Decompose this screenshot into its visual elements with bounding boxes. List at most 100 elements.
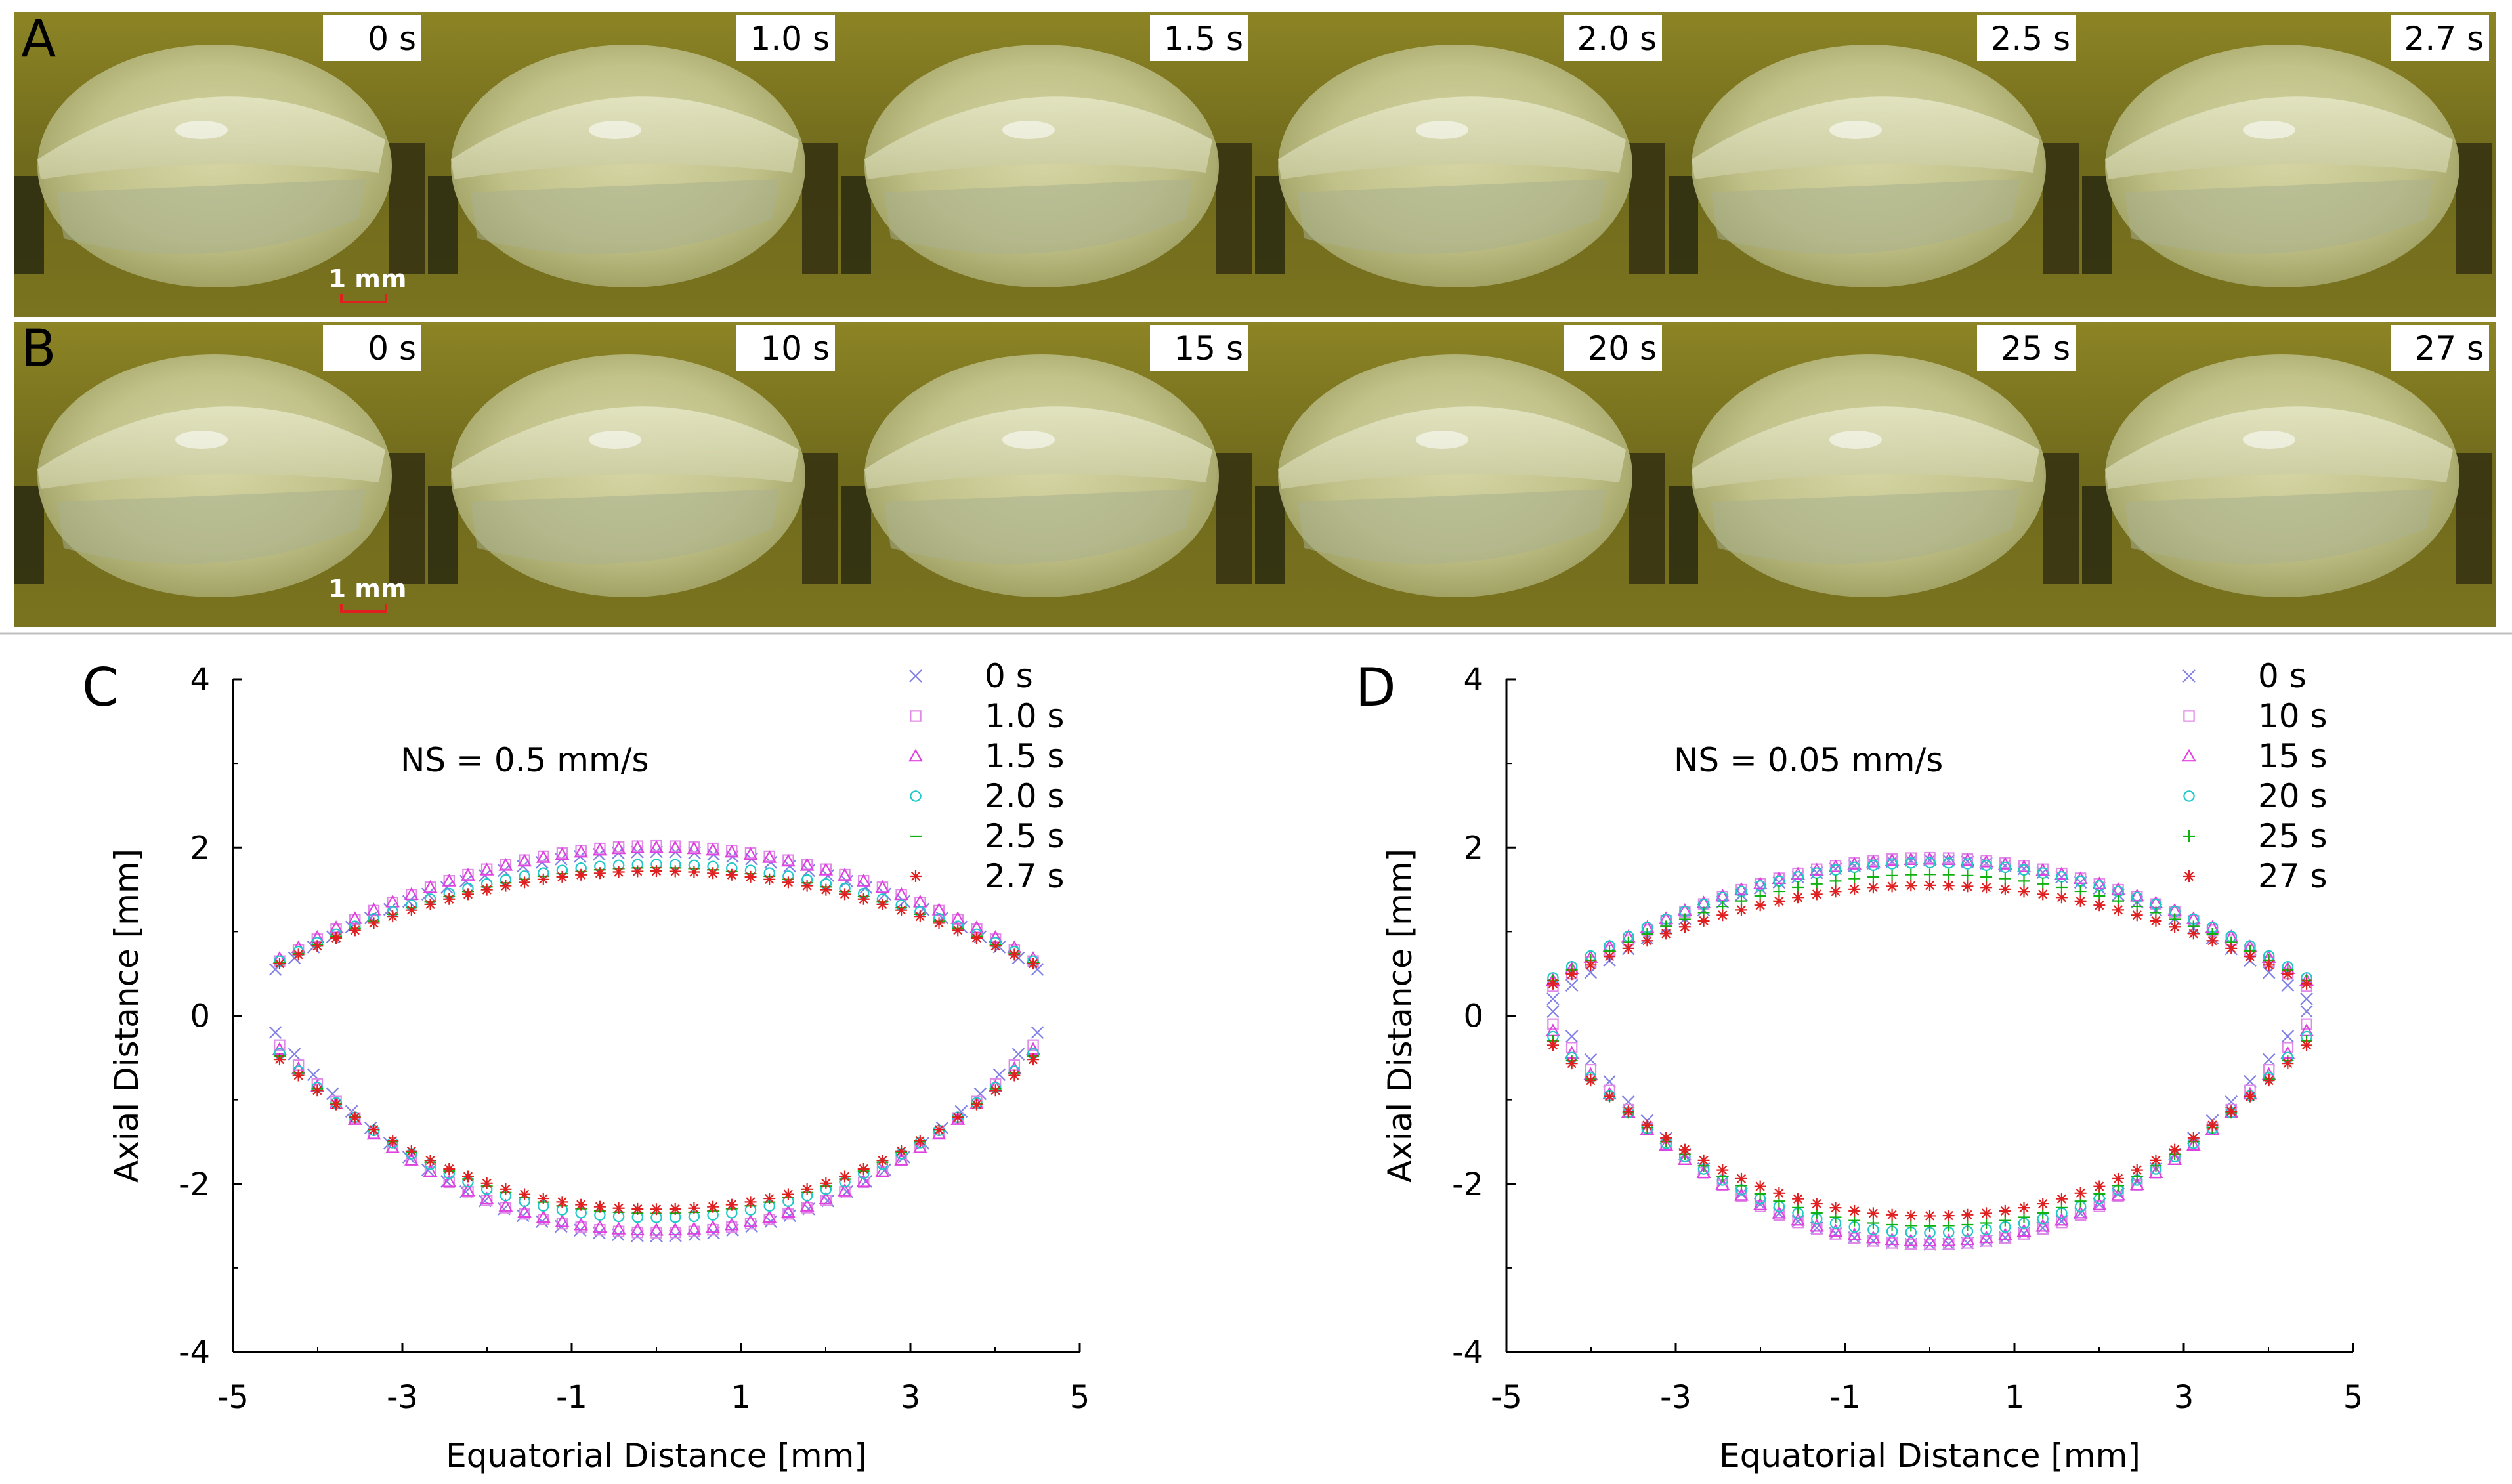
data-point bbox=[1622, 942, 1634, 954]
data-point bbox=[1848, 883, 1861, 895]
data-point bbox=[1754, 1200, 1766, 1212]
data-point bbox=[1697, 914, 1710, 927]
time-label-text: 1.0 s bbox=[750, 20, 830, 58]
data-point bbox=[1753, 1197, 1768, 1210]
data-point bbox=[424, 1155, 436, 1167]
data-point bbox=[706, 1219, 720, 1233]
clamp-shadow bbox=[14, 176, 44, 274]
data-point bbox=[744, 870, 757, 883]
series-1-5-s bbox=[272, 839, 1040, 1236]
data-point bbox=[612, 1202, 625, 1214]
data-point bbox=[593, 842, 607, 856]
lens-posterior bbox=[1298, 489, 1606, 564]
data-point bbox=[1905, 880, 1917, 892]
data-point bbox=[1961, 858, 1974, 870]
data-point bbox=[820, 1194, 832, 1206]
data-point bbox=[1961, 869, 1974, 881]
x-tick-label: -3 bbox=[387, 1379, 418, 1416]
data-point bbox=[687, 1221, 702, 1235]
data-point bbox=[650, 1203, 662, 1216]
data-point bbox=[2301, 1039, 2313, 1051]
x-tick-label: -3 bbox=[1660, 1379, 1692, 1416]
time-label-text: 2.7 s bbox=[2404, 20, 2484, 58]
specular-highlight bbox=[1829, 121, 1882, 139]
data-point bbox=[440, 881, 454, 894]
legend-label: 2.7 s bbox=[985, 857, 1064, 895]
data-point bbox=[1980, 1234, 1993, 1248]
data-point bbox=[1866, 1230, 1881, 1244]
data-point bbox=[368, 1124, 380, 1136]
data-point bbox=[2263, 959, 2275, 971]
data-point bbox=[2055, 1193, 2068, 1205]
data-point bbox=[762, 850, 777, 863]
data-point bbox=[820, 883, 832, 896]
time-label: 2.7 s bbox=[2391, 15, 2489, 61]
data-point bbox=[2225, 942, 2238, 954]
data-point bbox=[970, 1098, 983, 1111]
data-point bbox=[459, 874, 473, 888]
data-point bbox=[2093, 899, 2106, 912]
data-point bbox=[2300, 992, 2313, 1006]
data-point bbox=[1773, 1187, 1785, 1199]
data-point bbox=[839, 1170, 851, 1183]
data-point bbox=[669, 865, 681, 878]
data-point bbox=[480, 1194, 493, 1206]
time-label-box bbox=[1150, 15, 1248, 61]
data-point bbox=[1980, 859, 1992, 872]
data-point bbox=[1547, 1018, 1559, 1030]
time-label: 1.0 s bbox=[736, 15, 835, 61]
data-point bbox=[1792, 1193, 1804, 1205]
data-point bbox=[1905, 857, 1917, 869]
data-point bbox=[292, 1069, 305, 1082]
lens-posterior bbox=[2125, 179, 2433, 254]
data-point bbox=[1941, 1233, 1956, 1246]
data-point bbox=[1031, 1026, 1044, 1039]
data-point bbox=[631, 865, 644, 878]
data-point bbox=[2262, 1053, 2276, 1067]
data-point bbox=[1886, 869, 1898, 881]
data-point bbox=[2037, 1198, 2049, 1210]
data-point bbox=[1735, 904, 1747, 916]
data-point bbox=[1924, 868, 1936, 881]
data-point bbox=[2131, 1164, 2143, 1176]
data-point bbox=[799, 858, 815, 871]
series-20-s bbox=[1547, 857, 2312, 1239]
data-point bbox=[368, 904, 380, 917]
legend-marker bbox=[910, 870, 922, 882]
data-point bbox=[500, 880, 512, 892]
data-point bbox=[707, 867, 719, 880]
data-point bbox=[1905, 868, 1917, 881]
time-label-text: 2.5 s bbox=[1991, 20, 2070, 58]
data-point bbox=[2093, 1200, 2106, 1212]
data-point bbox=[498, 858, 513, 871]
data-point bbox=[347, 911, 362, 924]
data-point bbox=[1980, 1207, 1993, 1219]
scatter-chart-c: C -4 -2 0 2 4 -5 -3 -1 1 3 5 Equatorial Distance [mm… bbox=[82, 657, 1090, 1475]
specular-highlight bbox=[1829, 431, 1882, 449]
x-tick-label: 1 bbox=[2005, 1379, 2025, 1416]
data-point bbox=[1848, 872, 1861, 885]
data-point bbox=[1980, 1217, 1993, 1229]
data-point bbox=[1754, 1180, 1766, 1193]
data-point bbox=[1961, 1236, 1974, 1250]
data-point bbox=[2073, 1205, 2088, 1219]
data-point bbox=[1660, 927, 1672, 940]
data-point bbox=[933, 904, 945, 917]
data-point bbox=[330, 931, 343, 944]
data-point bbox=[536, 1210, 551, 1223]
clamp-shadow bbox=[1255, 486, 1285, 584]
data-point bbox=[933, 917, 945, 929]
data-point bbox=[989, 1084, 1002, 1097]
data-point bbox=[2300, 1005, 2313, 1018]
chart-area: C -4 -2 0 2 4 -5 -3 -1 1 3 5 Equatorial Distance [mm… bbox=[82, 657, 2363, 1475]
data-point bbox=[287, 1048, 301, 1061]
data-point bbox=[1886, 1208, 1898, 1221]
clamp-shadow bbox=[841, 486, 871, 584]
data-point bbox=[1999, 883, 2011, 895]
data-point bbox=[1924, 857, 1936, 869]
data-point bbox=[781, 1204, 796, 1218]
legend-marker bbox=[2182, 669, 2196, 683]
data-point bbox=[1848, 1204, 1861, 1217]
photo-frame: 20 s bbox=[1255, 322, 1669, 627]
lens-posterior bbox=[884, 179, 1193, 254]
